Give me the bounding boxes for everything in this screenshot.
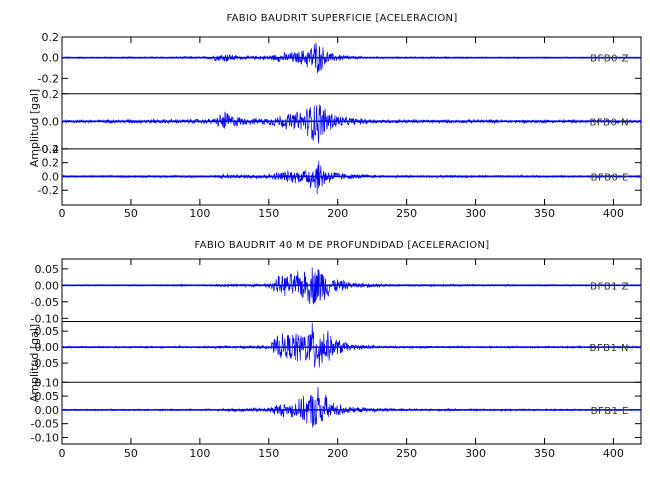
waveform-trace (61, 322, 642, 368)
trace-panel: 0.100.050.00-0.05-0.10 BFB1 E (31, 376, 642, 444)
y-tick-label: -0.2 (38, 143, 59, 156)
channel-label: BFB1 E (591, 406, 629, 417)
x-tick-label: 250 (396, 447, 417, 460)
y-tick-label: -0.05 (31, 357, 59, 370)
y-tick-label: 0.00 (35, 279, 60, 292)
x-tick-label: 300 (465, 207, 486, 220)
y-axis-label: Amplitud [gal] (28, 89, 41, 167)
x-tick-label: 0 (59, 447, 66, 460)
y-tick-label: -0.2 (38, 184, 59, 197)
x-tick-label: 350 (534, 447, 555, 460)
x-tick-label: 0 (59, 207, 66, 220)
channel-label: BFB1 Z (590, 281, 629, 292)
y-tick-label: -0.05 (31, 418, 59, 431)
y-tick-label: 0.2 (42, 31, 60, 44)
trace-panel: 0.2 0.0 -0.2 BFB0 Z (38, 31, 642, 85)
channel-label: BFB0 N (590, 117, 630, 128)
y-tick-label: -0.10 (31, 312, 59, 325)
chart-title: FABIO BAUDRIT SUPERFICIE [ACELERACION] (226, 13, 457, 24)
plot-frame (61, 258, 642, 445)
trace-panel: 0.05 0.00 -0.05 BFB1 N (31, 321, 642, 370)
chart-profundidad: FABIO BAUDRIT 40 M DE PROFUNDIDAD [ACELE… (28, 240, 642, 460)
y-tick-label: 0.0 (42, 170, 60, 183)
x-tick-label: 150 (258, 207, 279, 220)
y-tick-label: 0.05 (35, 390, 60, 403)
trace-panel: 0.2 0.0 -0.2 BFB0 N (38, 88, 642, 156)
x-tick-label: 200 (327, 447, 348, 460)
y-tick-label: 0.0 (42, 115, 60, 128)
channel-label: BFB0 Z (590, 54, 629, 65)
x-tick-label: 100 (189, 447, 210, 460)
chart-superficie: FABIO BAUDRIT SUPERFICIE [ACELERACION] A… (28, 13, 642, 220)
y-tick-label: 0.4 (42, 143, 60, 156)
channel-label: BFB0 E (591, 172, 629, 183)
y-tick-label: 0.10 (35, 376, 60, 389)
y-tick-label: 0.00 (35, 341, 60, 354)
y-tick-label: 0.0 (42, 52, 60, 65)
chart-title: FABIO BAUDRIT 40 M DE PROFUNDIDAD [ACELE… (195, 240, 490, 251)
x-tick-label: 50 (124, 207, 138, 220)
x-tick-label: 200 (327, 207, 348, 220)
x-tick-label: 100 (189, 207, 210, 220)
y-tick-label: 0.00 (35, 404, 60, 417)
x-tick-label: 300 (465, 447, 486, 460)
x-tick-label: 400 (603, 447, 624, 460)
y-tick-label: 0.05 (35, 325, 60, 338)
x-tick-label: 150 (258, 447, 279, 460)
y-axis-label: Amplitud [gal] (28, 324, 41, 402)
x-tick-label: 350 (534, 207, 555, 220)
waveform-trace (61, 386, 642, 428)
waveform-trace (61, 160, 642, 195)
y-tick-label: -0.05 (31, 296, 59, 309)
waveform-trace (61, 104, 642, 144)
x-tick-label: 50 (124, 447, 138, 460)
x-tick-label: 250 (396, 207, 417, 220)
y-tick-label: 0.05 (35, 263, 60, 276)
y-tick-label: 0.2 (42, 157, 60, 170)
y-tick-label: -0.2 (38, 72, 59, 85)
channel-label: BFB1 N (590, 343, 630, 354)
y-tick-label: -0.10 (31, 431, 59, 444)
y-tick-label: 0.2 (42, 88, 60, 101)
trace-panel: 0.05 0.00 -0.05 -0.10 BFB1 Z (31, 263, 642, 325)
x-tick-label: 400 (603, 207, 624, 220)
